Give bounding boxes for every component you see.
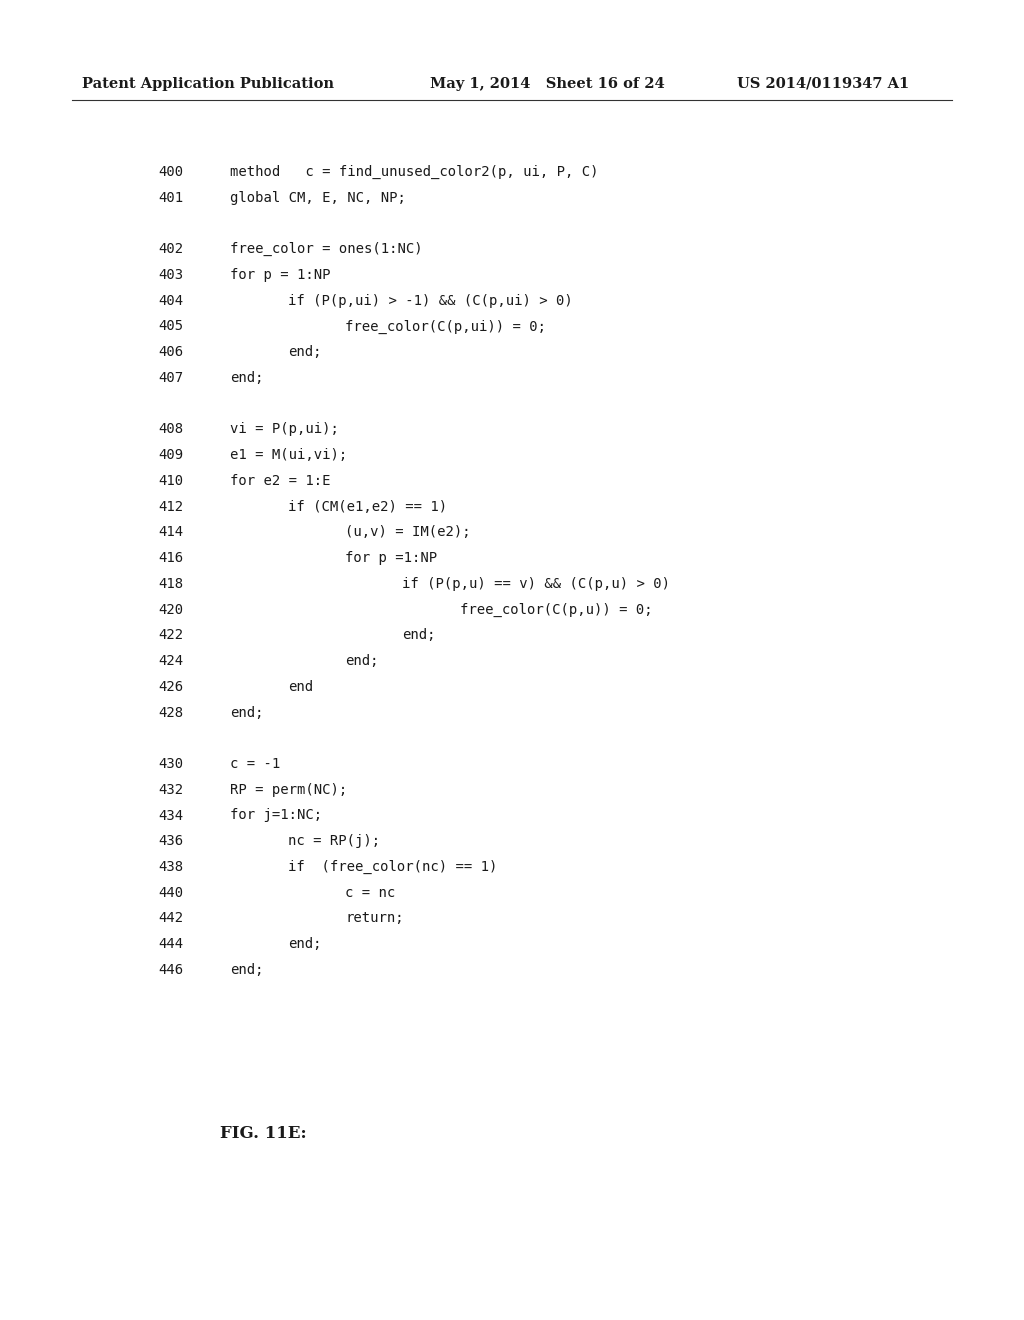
Text: free_color(C(p,ui)) = 0;: free_color(C(p,ui)) = 0; [345,319,546,334]
Text: if  (free_color(nc) == 1): if (free_color(nc) == 1) [288,861,497,874]
Text: May 1, 2014   Sheet 16 of 24: May 1, 2014 Sheet 16 of 24 [430,77,665,91]
Text: nc = RP(j);: nc = RP(j); [288,834,380,849]
Text: 432: 432 [159,783,184,797]
Text: 409: 409 [159,449,184,462]
Text: for p = 1:NP: for p = 1:NP [230,268,331,282]
Text: c = -1: c = -1 [230,758,281,771]
Text: if (CM(e1,e2) == 1): if (CM(e1,e2) == 1) [288,500,446,513]
Text: RP = perm(NC);: RP = perm(NC); [230,783,348,797]
Text: 405: 405 [159,319,184,334]
Text: end;: end; [230,705,264,719]
Text: 436: 436 [159,834,184,849]
Text: 426: 426 [159,680,184,694]
Text: for p =1:NP: for p =1:NP [345,552,437,565]
Text: end;: end; [402,628,436,643]
Text: 422: 422 [159,628,184,643]
Text: 410: 410 [159,474,184,488]
Text: vi = P(p,ui);: vi = P(p,ui); [230,422,339,437]
Text: US 2014/0119347 A1: US 2014/0119347 A1 [737,77,909,91]
Text: 418: 418 [159,577,184,591]
Text: 420: 420 [159,602,184,616]
Text: 444: 444 [159,937,184,952]
Text: end: end [288,680,313,694]
Text: for j=1:NC;: for j=1:NC; [230,808,323,822]
Text: end;: end; [288,937,322,952]
Text: 408: 408 [159,422,184,437]
Text: 406: 406 [159,346,184,359]
Text: FIG. 11E:: FIG. 11E: [220,1125,307,1142]
Text: end;: end; [345,655,379,668]
Text: global CM, E, NC, NP;: global CM, E, NC, NP; [230,190,407,205]
Text: 412: 412 [159,500,184,513]
Text: 407: 407 [159,371,184,385]
Text: free_color = ones(1:NC): free_color = ones(1:NC) [230,243,423,256]
Text: (u,v) = IM(e2);: (u,v) = IM(e2); [345,525,471,540]
Text: return;: return; [345,911,403,925]
Text: if (P(p,ui) > -1) && (C(p,ui) > 0): if (P(p,ui) > -1) && (C(p,ui) > 0) [288,294,572,308]
Text: 428: 428 [159,705,184,719]
Text: for e2 = 1:E: for e2 = 1:E [230,474,331,488]
Text: end;: end; [230,371,264,385]
Text: free_color(C(p,u)) = 0;: free_color(C(p,u)) = 0; [460,602,652,616]
Text: 400: 400 [159,165,184,180]
Text: 442: 442 [159,911,184,925]
Text: 403: 403 [159,268,184,282]
Text: 404: 404 [159,294,184,308]
Text: 424: 424 [159,655,184,668]
Text: end;: end; [288,346,322,359]
Text: 430: 430 [159,758,184,771]
Text: e1 = M(ui,vi);: e1 = M(ui,vi); [230,449,348,462]
Text: 434: 434 [159,808,184,822]
Text: 414: 414 [159,525,184,540]
Text: 402: 402 [159,243,184,256]
Text: c = nc: c = nc [345,886,395,900]
Text: 440: 440 [159,886,184,900]
Text: Patent Application Publication: Patent Application Publication [82,77,334,91]
Text: end;: end; [230,964,264,977]
Text: 438: 438 [159,861,184,874]
Text: 416: 416 [159,552,184,565]
Text: 401: 401 [159,190,184,205]
Text: 446: 446 [159,964,184,977]
Text: if (P(p,u) == v) && (C(p,u) > 0): if (P(p,u) == v) && (C(p,u) > 0) [402,577,671,591]
Text: method   c = find_unused_color2(p, ui, P, C): method c = find_unused_color2(p, ui, P, … [230,165,599,180]
